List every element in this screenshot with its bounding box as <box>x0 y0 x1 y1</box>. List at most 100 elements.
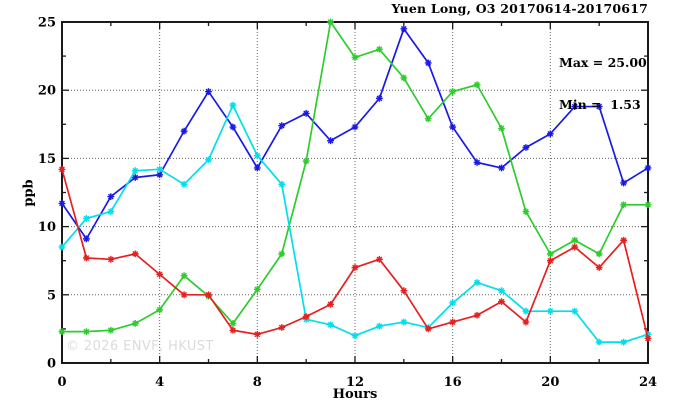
data-point-marker <box>376 94 383 102</box>
y-axis-label: ppb <box>21 179 37 207</box>
series-red <box>58 165 652 342</box>
data-point-marker <box>83 215 90 222</box>
data-point-marker <box>522 307 530 315</box>
data-point-marker <box>327 18 334 26</box>
watermark: © 2026 ENVF, HKUST <box>66 339 214 354</box>
y-tick-label: 5 <box>47 288 56 303</box>
x-tick-labels: 0 4 8 12 16 20 24 <box>57 375 657 390</box>
data-point-marker <box>131 250 139 258</box>
data-point-marker <box>107 326 115 334</box>
data-point-marker <box>327 300 334 308</box>
x-tick-label: 0 <box>57 375 66 390</box>
data-point-marker <box>571 307 579 315</box>
data-point-marker <box>229 123 237 131</box>
data-point-marker <box>180 127 188 135</box>
y-tick-label: 0 <box>47 357 56 372</box>
axis-ticks <box>61 21 649 364</box>
data-point-marker <box>229 326 237 334</box>
x-tick-label: 4 <box>155 375 164 390</box>
y-tick-label: 10 <box>38 220 56 235</box>
data-point-marker <box>180 291 188 299</box>
data-point-marker <box>205 291 212 299</box>
data-point-marker <box>376 322 383 330</box>
data-point-marker <box>546 130 554 138</box>
data-point-marker <box>253 152 261 160</box>
data-point-marker <box>58 243 66 251</box>
data-point-marker <box>156 306 164 314</box>
data-point-marker <box>546 307 554 315</box>
data-point-marker <box>156 171 164 179</box>
data-point-marker <box>449 123 457 131</box>
chart-title: Yuen Long, O3 20170614-20170617 <box>391 1 648 16</box>
data-point-marker <box>58 165 66 173</box>
data-point-marker <box>449 299 457 307</box>
data-point-marker <box>302 313 310 321</box>
data-point-marker <box>620 201 627 209</box>
data-point-marker <box>546 257 554 265</box>
data-point-marker <box>278 180 286 188</box>
data-point-marker <box>522 208 530 215</box>
y-tick-label: 20 <box>38 84 56 99</box>
series-blue <box>58 25 652 243</box>
data-point-marker <box>205 88 212 95</box>
data-point-marker <box>424 115 432 123</box>
data-point-marker <box>644 164 652 172</box>
data-point-marker <box>156 165 164 173</box>
data-point-marker <box>180 180 188 188</box>
data-point-marker <box>58 200 66 207</box>
data-point-marker <box>424 59 432 67</box>
data-point-marker <box>107 193 115 200</box>
data-point-marker <box>473 159 481 166</box>
data-point-marker <box>58 328 66 336</box>
x-axis-label: Hours <box>332 387 378 402</box>
x-tick-label: 8 <box>253 375 262 390</box>
data-point-marker <box>400 25 408 33</box>
data-point-marker <box>327 321 334 329</box>
data-point-marker <box>83 235 90 243</box>
data-point-marker <box>400 318 408 326</box>
stat-min: Min = 1.53 <box>559 97 641 112</box>
data-point-marker <box>400 287 408 295</box>
data-point-marker <box>595 103 603 110</box>
data-point-marker <box>205 156 212 164</box>
data-point-marker <box>253 285 261 293</box>
data-point-marker <box>278 250 286 258</box>
data-point-marker <box>253 330 261 338</box>
data-point-marker <box>473 81 481 89</box>
data-point-marker <box>595 264 603 271</box>
x-tick-label: 24 <box>639 375 657 390</box>
series-green <box>58 18 652 336</box>
y-tick-labels: 0 5 10 15 20 25 <box>38 16 56 372</box>
data-point-marker <box>546 250 554 258</box>
x-tick-label: 16 <box>444 375 462 390</box>
data-point-marker <box>229 101 237 109</box>
data-point-marker <box>498 287 505 295</box>
data-point-marker <box>131 174 139 181</box>
data-point-marker <box>400 74 408 82</box>
data-point-marker <box>131 320 139 327</box>
data-point-marker <box>449 318 457 326</box>
data-point-marker <box>498 298 505 306</box>
data-point-marker <box>595 250 603 258</box>
x-tick-label: 20 <box>541 375 559 390</box>
data-point-marker <box>571 243 579 251</box>
data-point-marker <box>351 264 359 271</box>
data-point-marker <box>131 167 139 175</box>
y-tick-label: 15 <box>38 152 56 167</box>
stats-box: Max = 25.00 Min = 1.53 <box>559 28 647 140</box>
data-point-marker <box>522 318 530 326</box>
data-point-marker <box>376 45 383 53</box>
data-point-marker <box>229 320 237 327</box>
data-point-marker <box>473 311 481 319</box>
data-point-marker <box>180 272 188 280</box>
data-point-marker <box>376 255 383 263</box>
data-point-marker <box>644 335 652 342</box>
data-point-marker <box>473 279 481 286</box>
data-point-marker <box>156 270 164 278</box>
data-point-marker <box>107 208 115 215</box>
data-point-marker <box>351 332 359 340</box>
data-point-marker <box>327 137 334 145</box>
data-point-marker <box>83 254 90 262</box>
